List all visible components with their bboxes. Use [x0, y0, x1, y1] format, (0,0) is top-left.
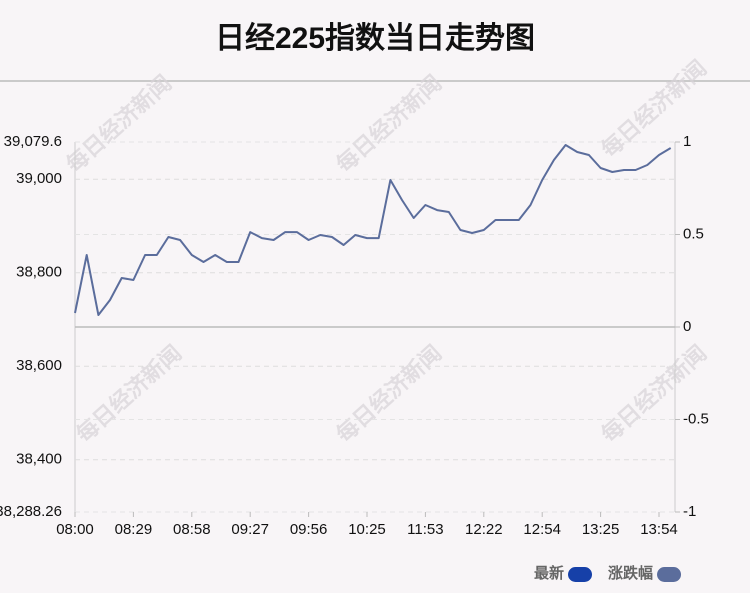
- x-tick-label: 08:58: [173, 521, 211, 538]
- legend-label: 最新: [534, 564, 564, 582]
- y-tick-label: 38,288.26: [0, 503, 62, 520]
- y-tick-label: 39,000: [16, 170, 62, 187]
- watermark: 每日经济新闻: [71, 340, 186, 447]
- legend-label: 涨跌幅: [608, 564, 653, 582]
- x-tick-label: 13:25: [582, 521, 620, 538]
- y2-tick-label: 0.5: [683, 225, 704, 242]
- x-tick-label: 09:27: [231, 521, 269, 538]
- watermark: 每日经济新闻: [331, 70, 446, 177]
- y2-tick-label: -0.5: [683, 410, 709, 427]
- watermark: 每日经济新闻: [596, 340, 711, 447]
- y-tick-label: 38,600: [16, 357, 62, 374]
- x-tick-label: 08:00: [56, 521, 94, 538]
- y2-tick-label: 1: [683, 133, 691, 150]
- chart-title: 日经225指数当日走势图: [215, 21, 535, 55]
- y2-tick-label: -1: [683, 503, 696, 520]
- y-tick-label: 39,079.6: [4, 133, 62, 150]
- watermark: 每日经济新闻: [331, 340, 446, 447]
- y2-tick-label: 0: [683, 318, 691, 335]
- watermark: 每日经济新闻: [61, 70, 176, 177]
- y-tick-label: 38,800: [16, 264, 62, 281]
- legend-swatch: [568, 567, 593, 582]
- price-line: [74, 144, 672, 316]
- legend-swatch: [657, 567, 682, 582]
- x-tick-label: 08:29: [115, 521, 153, 538]
- y-tick-label: 38,400: [16, 451, 62, 468]
- watermark: 每日经济新闻: [596, 55, 711, 162]
- x-tick-label: 12:54: [523, 521, 561, 538]
- x-tick-label: 12:22: [465, 521, 503, 538]
- x-tick-label: 11:53: [407, 521, 443, 538]
- x-tick-label: 13:54: [640, 521, 678, 538]
- x-tick-label: 10:25: [348, 521, 386, 538]
- x-tick-label: 09:56: [290, 521, 328, 538]
